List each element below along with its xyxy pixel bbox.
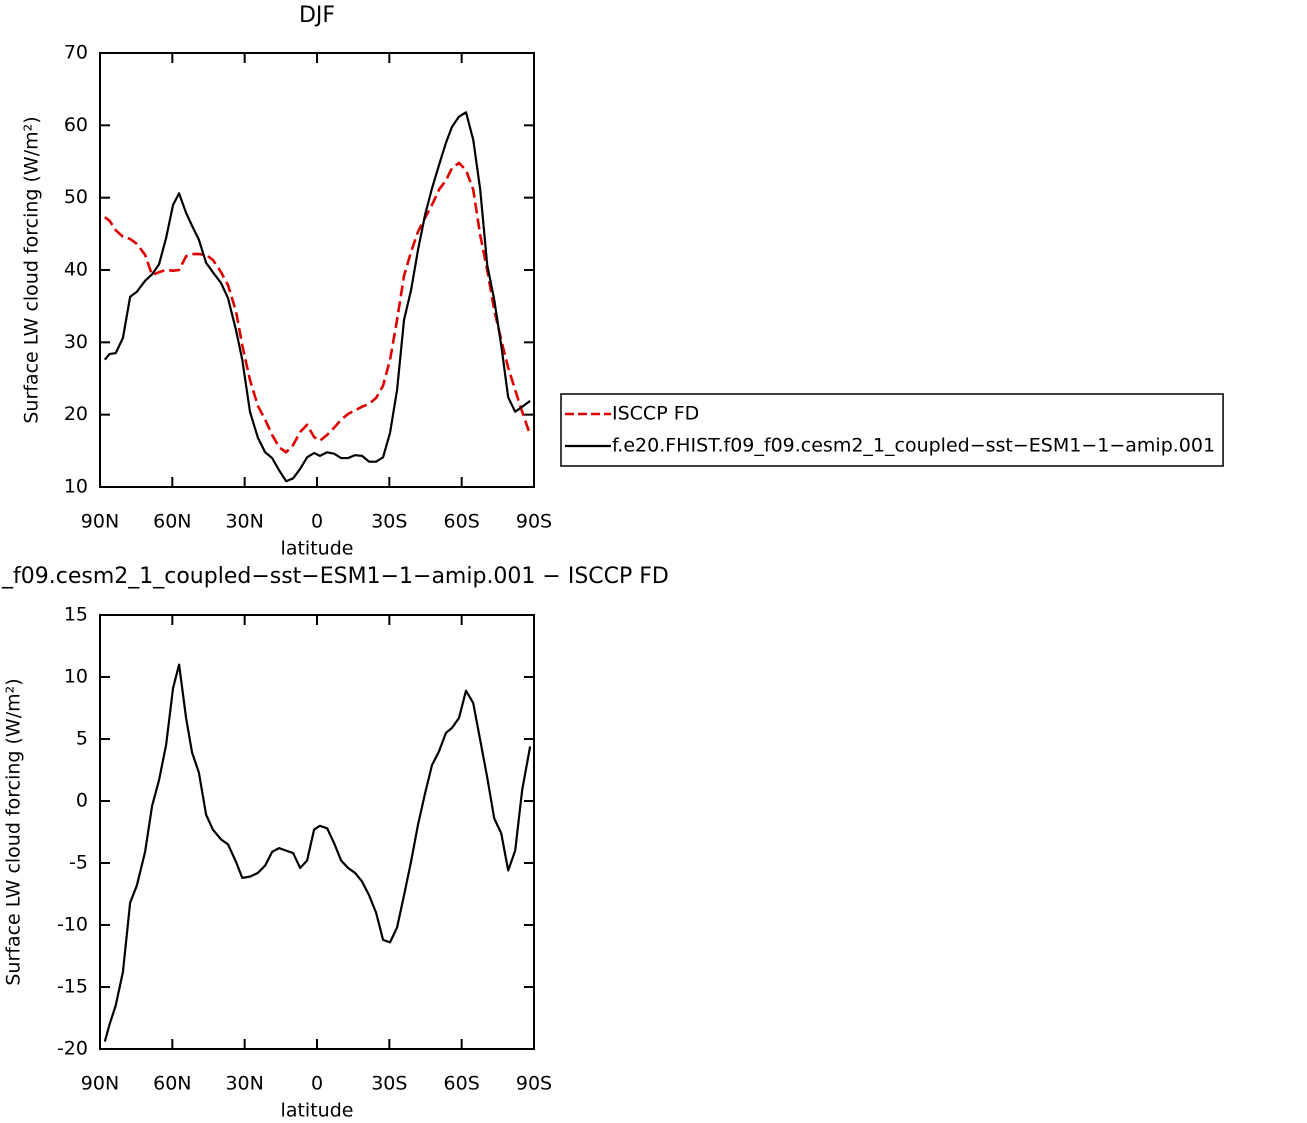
y-tick-label: 30 (64, 331, 88, 353)
x-axis-label: latitude (281, 1100, 354, 1122)
plot-frame (99, 614, 535, 1050)
y-tick-label: -15 (57, 976, 88, 998)
x-axis-label: latitude (281, 538, 354, 560)
x-tick-label: 60S (444, 1073, 480, 1095)
x-tick-label: 30S (371, 511, 407, 533)
y-tick-label: -20 (57, 1038, 88, 1060)
x-tick-label: 0 (311, 511, 323, 533)
series-line (103, 111, 531, 483)
y-tick-label: 15 (64, 604, 88, 626)
legend-label: f.e20.FHIST.f09_f09.cesm2_1_coupled−sst−… (612, 435, 1215, 457)
x-tick-label: 60N (153, 1073, 191, 1095)
series-line (103, 663, 532, 1042)
x-tick-label: 30S (371, 1073, 407, 1095)
y-tick-label: 10 (64, 476, 88, 498)
y-axis-label: Surface LW cloud forcing (W/m²) (21, 116, 43, 423)
x-tick-label: 30N (225, 1073, 263, 1095)
legend-box (560, 393, 1224, 467)
x-tick-label: 90S (516, 511, 552, 533)
series-line (104, 161, 532, 454)
y-tick-label: 0 (76, 790, 88, 812)
y-tick-label: 10 (64, 666, 88, 688)
x-tick-label: 30N (225, 511, 263, 533)
y-tick-label: -5 (69, 852, 88, 874)
y-tick-label: 5 (76, 728, 88, 750)
y-tick-label: 70 (64, 42, 88, 64)
x-tick-label: 90S (516, 1073, 552, 1095)
legend-label: ISCCP FD (612, 403, 699, 425)
x-tick-label: 0 (311, 1073, 323, 1095)
x-tick-label: 90N (81, 1073, 119, 1095)
y-tick-label: 60 (64, 114, 88, 136)
y-tick-label: 40 (64, 259, 88, 281)
chart-title: _f09.cesm2_1_coupled−sst−ESM1−1−amip.001… (1, 564, 669, 589)
x-tick-label: 60N (153, 511, 191, 533)
x-tick-label: 90N (81, 511, 119, 533)
y-axis-label: Surface LW cloud forcing (W/m²) (3, 678, 25, 985)
x-tick-label: 60S (444, 511, 480, 533)
legend: ISCCP FD f.e20.FHIST.f09_f09.cesm2_1_coup… (560, 393, 1224, 467)
chart-title: DJF (299, 3, 335, 28)
y-tick-label: 20 (64, 403, 88, 425)
y-tick-label: -10 (57, 914, 88, 936)
plot-frame (99, 52, 535, 488)
y-tick-label: 50 (64, 186, 88, 208)
